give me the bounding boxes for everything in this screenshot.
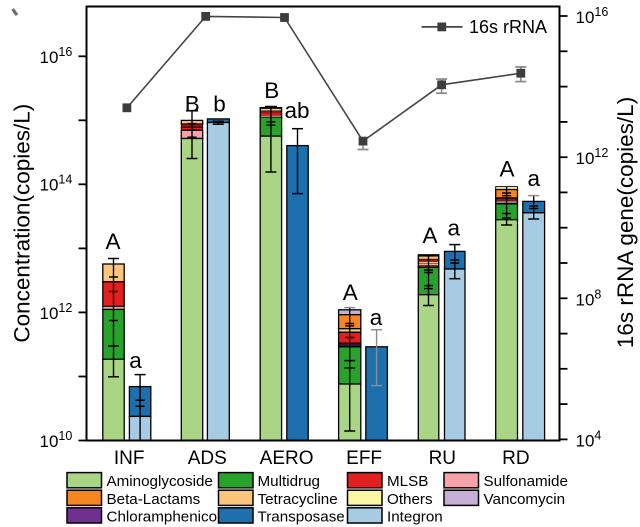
svg-text:AERO: AERO xyxy=(260,448,314,469)
svg-text:Integron: Integron xyxy=(387,508,443,525)
svg-text:ab: ab xyxy=(284,98,309,123)
svg-text:Sulfonamide: Sulfonamide xyxy=(484,473,568,490)
svg-text:B: B xyxy=(264,78,279,103)
svg-text:a: a xyxy=(447,216,460,241)
svg-text:a: a xyxy=(527,166,540,191)
svg-text:Vancomycin: Vancomycin xyxy=(484,491,566,508)
svg-text:16s rRNA: 16s rRNA xyxy=(469,17,547,37)
svg-text:A: A xyxy=(499,157,514,182)
svg-text:A: A xyxy=(343,280,358,305)
svg-text:INF: INF xyxy=(114,448,145,469)
svg-text:A: A xyxy=(422,223,437,248)
svg-text:Beta-Lactams: Beta-Lactams xyxy=(107,491,201,508)
svg-text:Tetracycline: Tetracycline xyxy=(258,491,338,508)
svg-text:MLSB: MLSB xyxy=(387,473,428,490)
svg-text:RU: RU xyxy=(429,448,456,469)
svg-text:Aminoglycoside: Aminoglycoside xyxy=(107,473,213,490)
svg-text:ADS: ADS xyxy=(188,448,227,469)
svg-text:EFF: EFF xyxy=(346,448,382,469)
svg-text:Others: Others xyxy=(387,491,433,508)
svg-text:Multidrug: Multidrug xyxy=(258,473,320,490)
svg-text:a: a xyxy=(129,348,142,373)
svg-text:b: b xyxy=(213,92,226,117)
svg-text:Chloramphenicol: Chloramphenicol xyxy=(107,508,221,525)
svg-text:Transposase: Transposase xyxy=(258,508,345,525)
svg-text:B: B xyxy=(185,92,200,117)
svg-text:a: a xyxy=(370,305,383,330)
svg-text:Concentration(copies/L): Concentration(copies/L) xyxy=(10,104,35,343)
svg-text:16s rRNA gene(copies/L): 16s rRNA gene(copies/L) xyxy=(613,97,638,348)
svg-text:RD: RD xyxy=(502,448,529,469)
svg-text:A: A xyxy=(105,229,120,254)
